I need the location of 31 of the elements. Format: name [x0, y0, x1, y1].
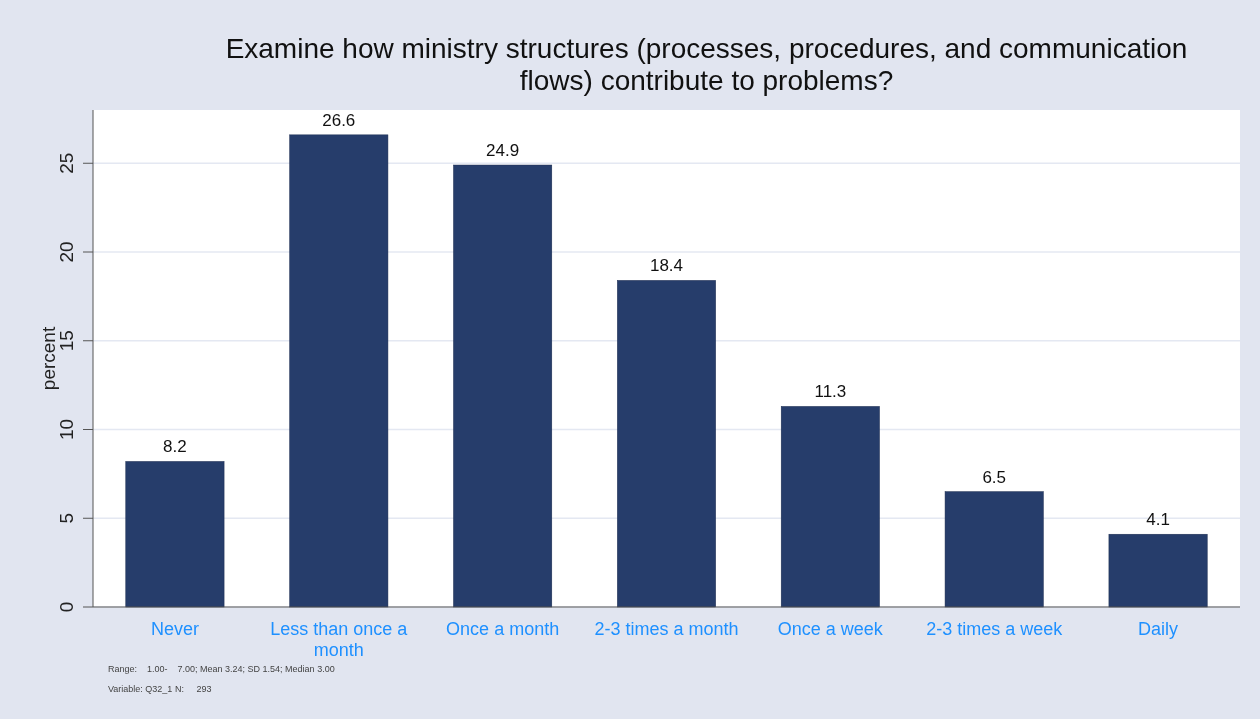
y-tick-label: 10 [56, 418, 77, 441]
text: Range: 1.00- 7.00; Mean 3.24; SD 1.54; Median 3.00 [108, 664, 335, 674]
data-label: 26.6 [322, 110, 356, 130]
x-tick-label: Less than once a month [270, 619, 409, 660]
y-tick-label: 5 [56, 512, 77, 524]
y-axis-title: percent [38, 326, 59, 391]
data-label: 11.3 [814, 382, 847, 402]
bar [453, 164, 553, 608]
y-tick-label: 25 [56, 152, 77, 174]
x-tick-label: Never [150, 619, 199, 639]
x-tick-label: Once a month [446, 619, 560, 639]
y-tick-label: 20 [56, 241, 77, 263]
data-label: 4.1 [1146, 510, 1170, 530]
bar [125, 461, 225, 608]
bar [780, 406, 880, 608]
data-label: 6.5 [982, 467, 1007, 487]
x-tick-label: Once a week [777, 619, 884, 639]
bar [1108, 533, 1208, 608]
data-label: 18.4 [649, 256, 684, 276]
y-tick-label: 15 [56, 330, 77, 352]
x-tick-label: 2-3 times a month [594, 619, 739, 639]
text: Variable: Q32_1 N: 293 [108, 684, 212, 694]
bar [944, 491, 1044, 608]
chart-title: Examine how ministry structures (processes, procedures, and communication flows) contribute to problems? [225, 33, 1188, 96]
x-tick-label: 2-3 times a week [926, 619, 1064, 639]
data-label: 8.2 [163, 437, 187, 457]
x-tick-label: Daily [1138, 619, 1179, 639]
bar [289, 134, 389, 608]
data-label: 24.9 [486, 141, 520, 161]
y-tick-label: 0 [56, 601, 77, 613]
bar [617, 280, 716, 608]
